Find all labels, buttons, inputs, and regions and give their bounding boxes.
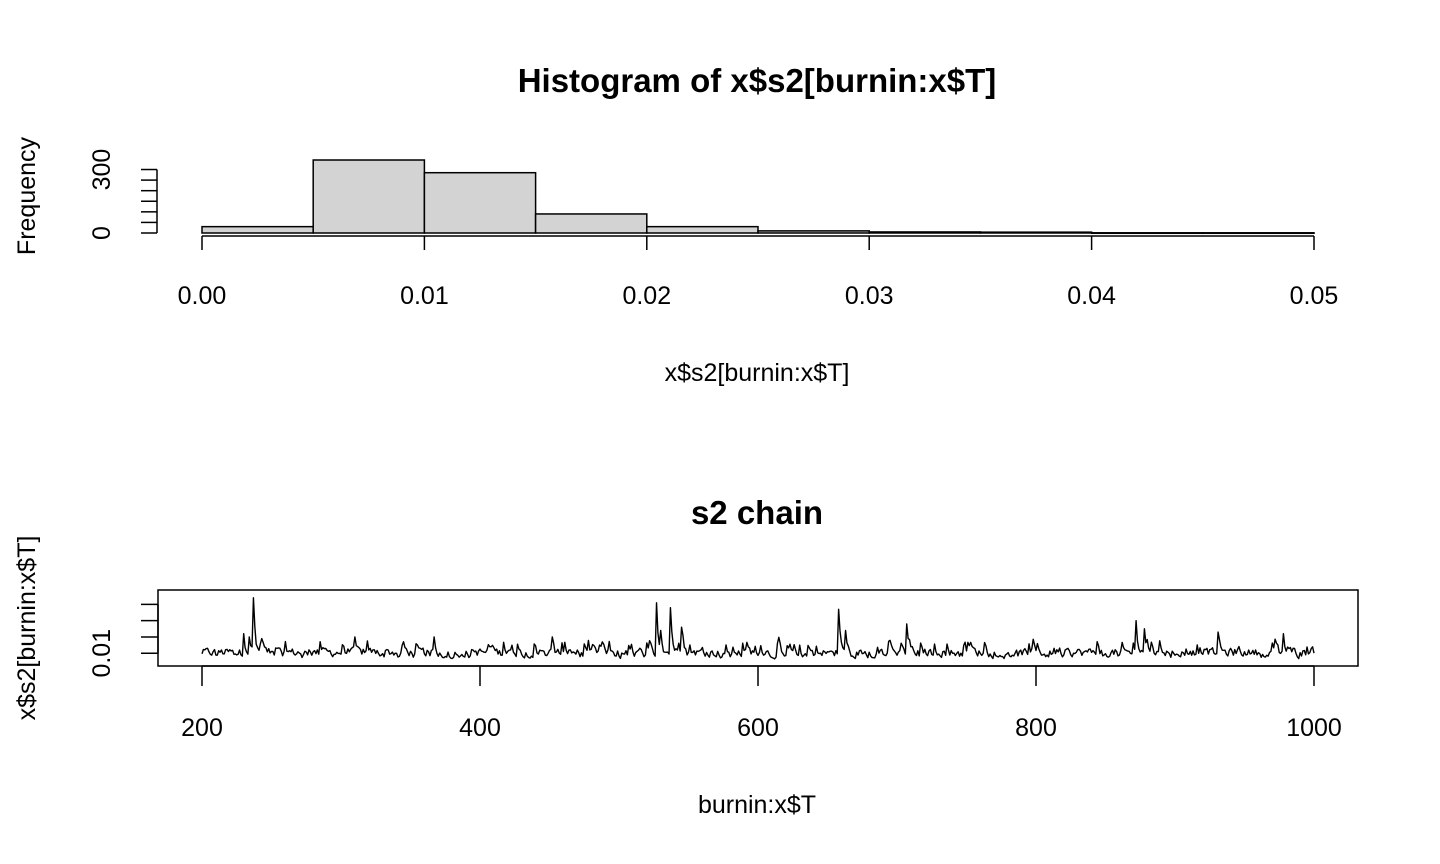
trace-y-tick-label: 0.01 [88, 629, 116, 678]
trace-x-tick-label: 800 [1015, 714, 1057, 742]
histogram-bars [201, 159, 1315, 235]
histogram-bar [1090, 232, 1204, 235]
histogram-x-tick-label: 0.00 [178, 282, 227, 310]
histogram-bar [201, 225, 314, 234]
histogram-x-axis: 0.00 0.01 0.02 0.03 0.04 0.05 [178, 235, 1339, 310]
trace-x-tick-label: 200 [181, 714, 223, 742]
trace-panel: s2 chain burnin:x$T x$s2[burnin:x$T] 200… [13, 494, 1359, 819]
histogram-bar [1202, 232, 1315, 235]
trace-series [201, 597, 1315, 660]
trace-title: s2 chain [691, 494, 823, 531]
histogram-x-tick-label: 0.05 [1290, 282, 1339, 310]
histogram-y-tick-label: 300 [88, 149, 116, 191]
trace-x-axis: 200 400 600 800 1000 [181, 665, 1342, 742]
histogram-bar [868, 231, 982, 234]
histogram-bar [979, 231, 1093, 234]
histogram-x-tick-label: 0.02 [622, 282, 671, 310]
histogram-x-tick-label: 0.04 [1067, 282, 1116, 310]
trace-x-tick-label: 1000 [1286, 714, 1342, 742]
histogram-x-tick-label: 0.03 [845, 282, 894, 310]
trace-y-axis: 0.01 [88, 603, 159, 678]
histogram-xlabel: x$s2[burnin:x$T] [665, 359, 850, 387]
trace-x-tick-label: 600 [737, 714, 779, 742]
histogram-y-axis: 0 300 [88, 149, 158, 240]
histogram-ylabel: Frequency [13, 136, 41, 255]
histogram-title: Histogram of x$s2[burnin:x$T] [518, 62, 997, 99]
trace-xlabel: burnin:x$T [698, 791, 816, 819]
histogram-bar [757, 230, 870, 234]
histogram-x-tick-label: 0.01 [400, 282, 449, 310]
trace-ylabel: x$s2[burnin:x$T] [13, 536, 41, 721]
histogram-bar [312, 159, 426, 234]
histogram-bar [423, 171, 537, 234]
histogram-bar [534, 213, 648, 234]
histogram-bar [646, 225, 759, 234]
histogram-panel: Histogram of x$s2[burnin:x$T] x$s2[burni… [13, 62, 1338, 387]
trace-line [201, 597, 1315, 660]
trace-x-tick-label: 400 [459, 714, 501, 742]
histogram-y-tick-label: 0 [88, 226, 116, 240]
